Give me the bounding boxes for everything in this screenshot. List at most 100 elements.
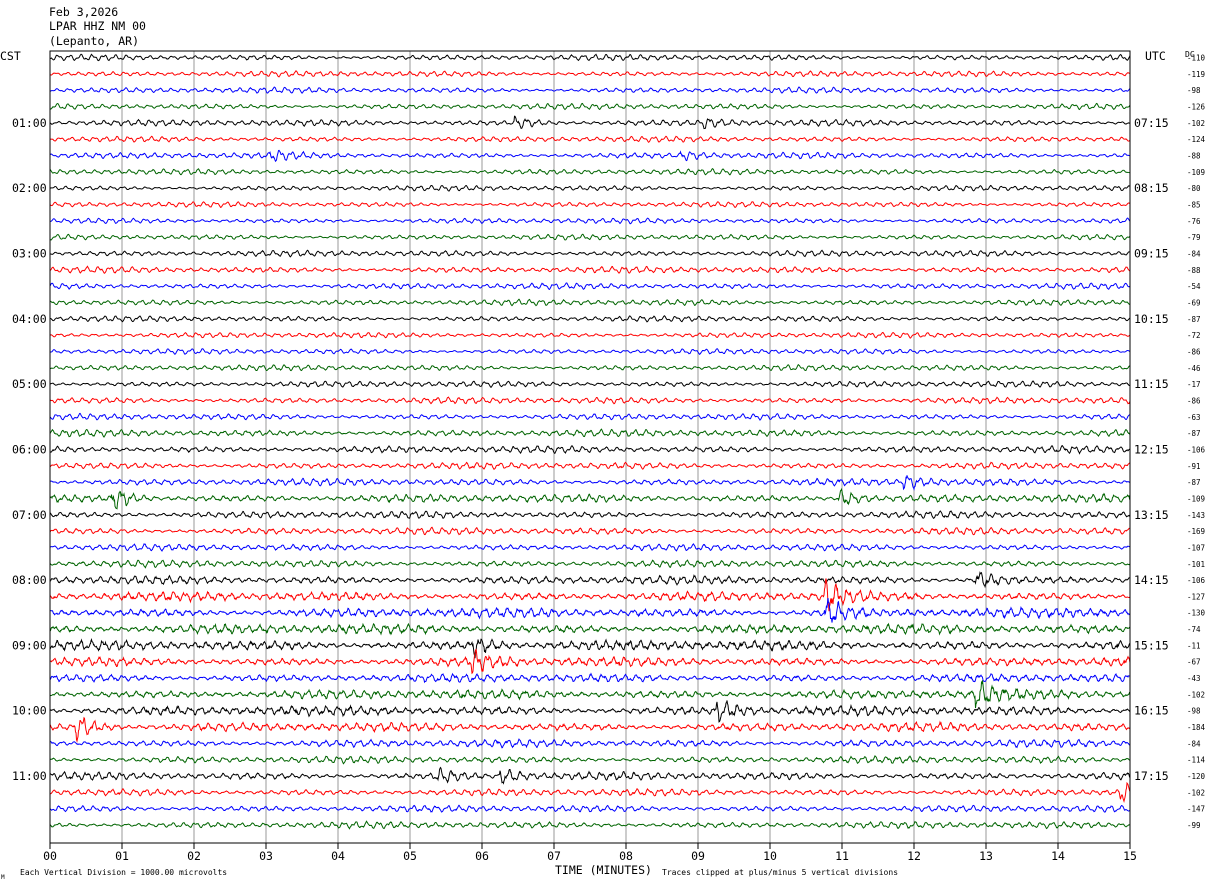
seismic-trace [49, 53, 1131, 62]
right-time-label: 08:15 [1134, 181, 1169, 195]
dc-offset-value: -72 [1187, 331, 1201, 340]
x-axis-ticks: 00 01 02 03 04 05 06 07 08 09 10 11 12 13 14 15 [43, 843, 1137, 863]
dc-offset-value: -86 [1187, 347, 1201, 356]
dc-offset-value: -106 [1187, 445, 1206, 454]
clip-note: Traces clipped at plus/minus 5 vertical … [662, 868, 898, 877]
dc-offset-value: -143 [1187, 511, 1205, 520]
dc-offset-value: -114 [1187, 756, 1206, 765]
left-time-label: 05:00 [12, 377, 47, 391]
seismic-trace [49, 820, 1131, 830]
seismic-trace [49, 543, 1131, 552]
seismic-trace [49, 298, 1131, 307]
x-tick-label: 03 [259, 849, 273, 863]
dc-offset-value: -107 [1187, 543, 1205, 552]
seismic-trace [49, 428, 1131, 438]
x-tick-label: 10 [763, 849, 777, 863]
seismic-trace [49, 754, 1131, 765]
right-time-label: 16:15 [1134, 704, 1169, 718]
seismic-trace [49, 578, 1131, 612]
seismic-trace [49, 766, 1131, 785]
dc-offset-value: -17 [1187, 380, 1201, 389]
dc-offset-value: -102 [1187, 690, 1205, 699]
seismic-trace [49, 115, 1131, 130]
dc-offset-value: -119 [1187, 70, 1205, 79]
dc-offset-value: -109 [1187, 168, 1205, 177]
left-time-label: 02:00 [12, 181, 47, 195]
seismic-trace [49, 672, 1131, 684]
dc-offset-value: -110 [1187, 54, 1206, 63]
left-time-label: 08:00 [12, 573, 47, 587]
dc-offset-value: -91 [1187, 462, 1201, 471]
dc-offset-value: -63 [1187, 413, 1201, 422]
seismic-trace [49, 700, 1131, 723]
corner-mark: M [1, 874, 5, 881]
seismic-trace [49, 69, 1131, 78]
dc-header-label: DC [1185, 50, 1195, 59]
seismic-trace [49, 804, 1131, 813]
header-station: LPAR HHZ NM 00 [49, 19, 146, 33]
dc-offset-value: -124 [1187, 135, 1206, 144]
seismic-trace [49, 622, 1131, 636]
dc-offset-value: -74 [1187, 625, 1201, 634]
seismic-trace [49, 149, 1131, 163]
x-tick-label: 00 [43, 849, 57, 863]
dc-offset-labels: -110 -119 -98 -126 -102 -124 -88 -109 -80 -85 -76 -… [1187, 54, 1206, 831]
dc-offset-value: -184 [1187, 723, 1206, 732]
seismic-trace [49, 559, 1131, 569]
dc-offset-value: -87 [1187, 315, 1201, 324]
dc-offset-value: -84 [1187, 739, 1201, 748]
seismic-trace [49, 135, 1131, 143]
left-time-label: 04:00 [12, 312, 47, 326]
seismic-trace [49, 331, 1131, 339]
dc-offset-value: -109 [1187, 494, 1205, 503]
seismic-trace [49, 315, 1131, 323]
x-tick-label: 12 [907, 849, 921, 863]
x-tick-label: 09 [691, 849, 705, 863]
right-time-label: 11:15 [1134, 377, 1169, 391]
dc-offset-value: -106 [1187, 576, 1206, 585]
dc-offset-value: -54 [1187, 282, 1201, 291]
dc-offset-value: -76 [1187, 217, 1201, 226]
seismic-trace [49, 648, 1131, 675]
dc-offset-value: -126 [1187, 103, 1206, 112]
x-tick-label: 04 [331, 849, 345, 863]
seismic-trace [49, 168, 1131, 176]
dc-offset-value: -102 [1187, 119, 1205, 128]
right-time-label: 09:15 [1134, 246, 1169, 260]
x-tick-label: 11 [835, 849, 849, 863]
seismic-trace [49, 396, 1131, 405]
seismic-trace [49, 348, 1131, 355]
left-time-label: 11:00 [12, 769, 47, 783]
plot-frame [49, 50, 1131, 844]
header-date: Feb 3,2026 [49, 5, 118, 19]
x-axis-title: TIME (MINUTES) [555, 863, 652, 877]
dc-offset-value: -101 [1187, 560, 1205, 569]
seismic-trace [49, 461, 1131, 471]
right-time-label: 17:15 [1134, 769, 1169, 783]
x-tick-label: 08 [619, 849, 633, 863]
seismic-trace [49, 510, 1131, 520]
x-tick-label: 06 [475, 849, 489, 863]
seismic-trace [49, 217, 1131, 225]
dc-offset-value: -69 [1187, 298, 1201, 307]
left-time-label: 03:00 [12, 246, 47, 260]
x-tick-label: 13 [979, 849, 993, 863]
right-time-label: 10:15 [1134, 312, 1169, 326]
dc-offset-value: -11 [1187, 641, 1201, 650]
dc-offset-value: -86 [1187, 396, 1201, 405]
seismic-trace [49, 680, 1131, 709]
dc-offset-value: -130 [1187, 609, 1206, 618]
x-tick-label: 01 [115, 849, 129, 863]
seismic-trace [49, 781, 1131, 804]
x-tick-label: 15 [1123, 849, 1137, 863]
right-time-label: 12:15 [1134, 442, 1169, 456]
seismic-trace [49, 571, 1131, 589]
seismic-trace [49, 201, 1131, 209]
dc-offset-value: -87 [1187, 429, 1201, 438]
dc-offset-value: -46 [1187, 364, 1201, 373]
right-time-label: 07:15 [1134, 116, 1169, 130]
dc-offset-value: -85 [1187, 201, 1201, 210]
seismic-trace [49, 184, 1131, 192]
right-time-label: 14:15 [1134, 573, 1169, 587]
seismic-trace [49, 265, 1131, 274]
